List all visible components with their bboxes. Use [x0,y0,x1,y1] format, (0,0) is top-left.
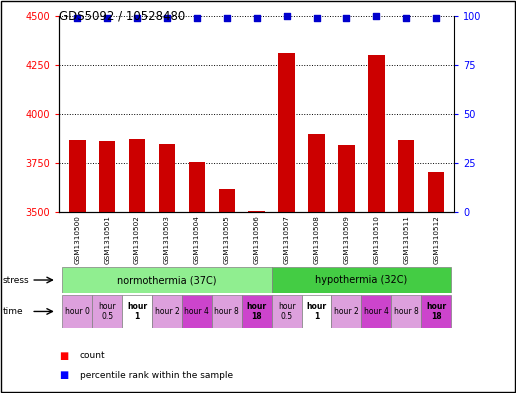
Text: hour
18: hour 18 [426,302,446,321]
Bar [69,140,86,212]
Text: hour
1: hour 1 [127,302,147,321]
Text: normothermia (37C): normothermia (37C) [117,275,217,285]
Bar [152,295,182,328]
Bar [428,172,444,212]
Text: percentile rank within the sample: percentile rank within the sample [80,371,233,380]
Text: stress: stress [3,275,29,285]
Bar [242,295,271,328]
Bar [271,267,451,293]
Point [282,13,291,19]
Bar [212,295,242,328]
Text: hour 4: hour 4 [184,307,209,316]
Text: hour 2: hour 2 [334,307,359,316]
Point [103,15,111,21]
Bar [421,295,451,328]
Point [312,15,320,21]
Text: hour 4: hour 4 [364,307,389,316]
Point [193,15,201,21]
Bar [189,162,205,212]
Text: hour
0.5: hour 0.5 [99,302,116,321]
Bar [62,295,92,328]
Bar [129,139,146,212]
Text: hypothermia (32C): hypothermia (32C) [315,275,408,285]
Text: hour 8: hour 8 [394,307,418,316]
Point [402,15,410,21]
Bar [331,295,361,328]
Bar [159,145,175,212]
Bar [99,141,116,212]
Point [372,13,380,19]
Bar [368,55,384,212]
Bar [279,53,295,212]
Bar [391,295,421,328]
Text: count: count [80,351,106,360]
Text: ■: ■ [59,351,69,361]
Text: hour 0: hour 0 [65,307,90,316]
Point [133,15,141,21]
Text: time: time [3,307,23,316]
Text: hour 2: hour 2 [155,307,180,316]
Bar [62,267,271,293]
Bar [301,295,331,328]
Bar [308,134,325,212]
Bar [361,295,391,328]
Point [163,15,171,21]
Text: hour
1: hour 1 [307,302,327,321]
Text: ■: ■ [59,370,69,380]
Point [342,15,350,21]
Text: hour 8: hour 8 [215,307,239,316]
Bar [249,211,265,212]
Point [253,15,261,21]
Point [73,15,82,21]
Bar [219,189,235,212]
Text: hour
18: hour 18 [247,302,267,321]
Text: hour
0.5: hour 0.5 [278,302,296,321]
Point [432,15,440,21]
Bar [182,295,212,328]
Text: GDS5092 / 10528480: GDS5092 / 10528480 [59,10,186,23]
Point [223,15,231,21]
Bar [338,145,354,212]
Bar [398,141,414,212]
Bar [92,295,122,328]
Bar [122,295,152,328]
Bar [271,295,301,328]
